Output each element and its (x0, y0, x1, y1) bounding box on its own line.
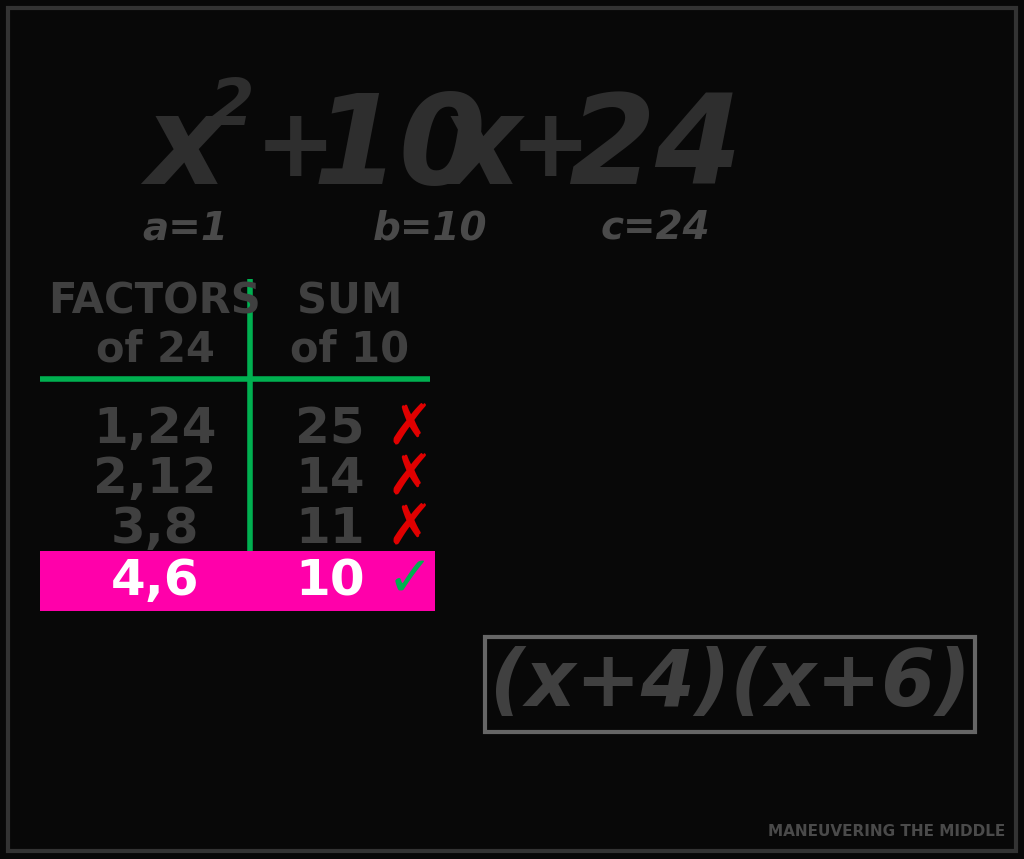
Text: of 24: of 24 (95, 328, 214, 370)
Text: SUM: SUM (297, 280, 402, 322)
Text: MANEUVERING THE MIDDLE: MANEUVERING THE MIDDLE (768, 824, 1005, 838)
Text: x: x (439, 88, 520, 210)
Text: +: + (509, 102, 591, 196)
Text: 10: 10 (295, 557, 365, 605)
Text: a=1: a=1 (142, 210, 228, 248)
Text: 14: 14 (295, 455, 365, 503)
Text: b=10: b=10 (373, 210, 487, 248)
Text: ✗: ✗ (387, 502, 433, 556)
Text: 11: 11 (295, 505, 365, 553)
FancyBboxPatch shape (40, 551, 435, 611)
Text: 2: 2 (210, 76, 254, 138)
Text: 2,12: 2,12 (93, 455, 217, 503)
Text: +: + (254, 102, 336, 196)
Text: 4,6: 4,6 (111, 557, 200, 605)
Text: 1,24: 1,24 (93, 405, 217, 453)
Text: ✗: ✗ (387, 402, 433, 456)
Text: 25: 25 (295, 405, 365, 453)
Text: of 10: of 10 (291, 328, 410, 370)
Text: FACTORS: FACTORS (48, 280, 261, 322)
Text: 3,8: 3,8 (111, 505, 200, 553)
FancyBboxPatch shape (485, 637, 975, 732)
Text: c=24: c=24 (600, 210, 710, 248)
Text: (x+4)(x+6): (x+4)(x+6) (489, 646, 971, 722)
Text: 10: 10 (313, 88, 487, 210)
Text: ✓: ✓ (387, 554, 433, 608)
Text: x: x (144, 88, 225, 210)
Text: 24: 24 (568, 88, 742, 210)
Text: ✗: ✗ (387, 452, 433, 506)
